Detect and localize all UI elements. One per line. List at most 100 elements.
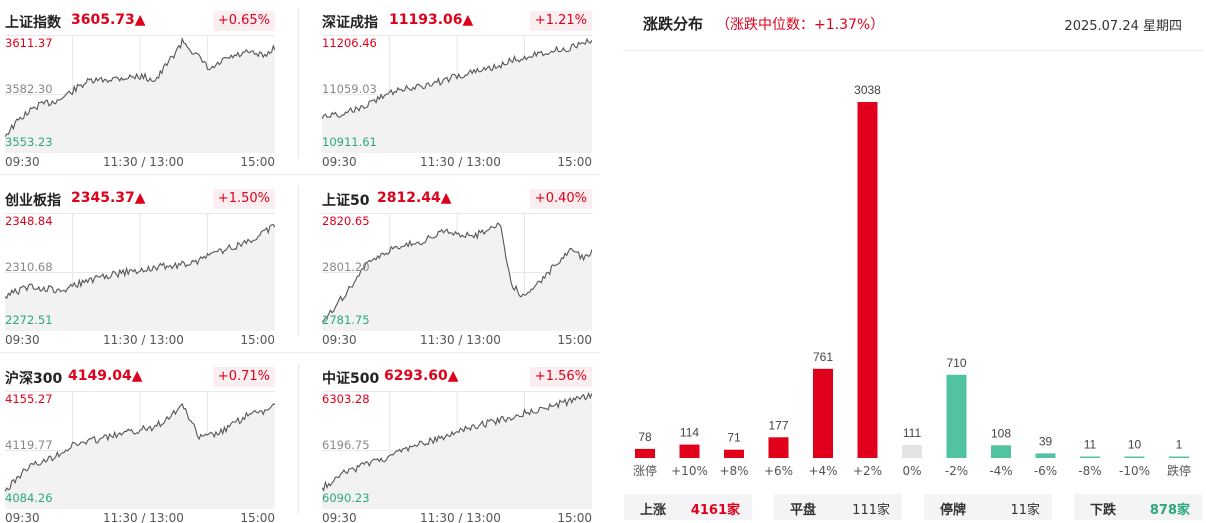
time-start-label: 09:30	[5, 333, 40, 347]
summary-value: 878家	[1149, 503, 1190, 518]
price-area	[5, 403, 275, 509]
index-card-hs300[interactable]: 沪深300 4149.04▲ +0.71% 4155.27 4119.77 40…	[5, 359, 275, 523]
bar-value-label: 177	[768, 418, 788, 432]
bar-value-label: 11	[1084, 438, 1097, 452]
time-mid-label: 11:30 / 13:00	[103, 333, 184, 347]
summary-flat[interactable]: 平盘 111家	[774, 494, 902, 520]
index-card-header: 创业板指 2345.37▲ +1.50%	[5, 181, 275, 211]
bar-value-label: 761	[813, 350, 833, 364]
index-name: 中证500	[322, 371, 380, 387]
summary-down[interactable]: 下跌 878家	[1074, 494, 1202, 520]
time-mid-label: 11:30 / 13:00	[103, 511, 184, 523]
range-mid-label: 2310.68	[5, 260, 53, 274]
index-card-cyb[interactable]: 创业板指 2345.37▲ +1.50% 2348.84 2310.68 227…	[5, 181, 275, 353]
summary-value: 111家	[852, 503, 890, 518]
time-start-label: 09:30	[5, 511, 40, 523]
intraday-chart[interactable]	[322, 391, 592, 509]
bar--6%[interactable]	[1035, 453, 1056, 458]
index-card-header: 上证50 2812.44▲ +0.40%	[322, 181, 592, 211]
index-value: 3605.73▲	[71, 12, 146, 28]
range-mid-label: 3582.30	[5, 82, 53, 96]
time-end-label: 15:00	[240, 155, 275, 169]
price-line	[322, 391, 592, 492]
time-end-label: 15:00	[240, 511, 275, 523]
bar-跌停[interactable]	[1169, 456, 1189, 459]
intraday-chart[interactable]	[5, 213, 275, 331]
index-card-sz[interactable]: 深证成指 11193.06▲ +1.21% 11206.46 11059.03 …	[322, 3, 592, 175]
grid-divider-vertical	[298, 364, 299, 514]
distribution-median: （涨跌中位数：+1.37%）	[716, 17, 885, 33]
index-name: 上证指数	[5, 15, 61, 31]
range-mid-label: 2801.20	[322, 260, 370, 274]
range-low-label: 2272.51	[5, 313, 53, 327]
range-mid-label: 6196.75	[322, 438, 370, 452]
bar-category-label: 涨停	[633, 463, 657, 478]
bar--2%[interactable]	[946, 374, 967, 458]
range-low-label: 2781.75	[322, 313, 370, 327]
bar--4%[interactable]	[991, 445, 1011, 458]
range-high-label: 2348.84	[5, 214, 53, 228]
index-card-sz50[interactable]: 上证50 2812.44▲ +0.40% 2820.65 2801.20 278…	[322, 181, 592, 353]
index-card-header: 上证指数 3605.73▲ +0.65%	[5, 3, 275, 33]
bar-0%[interactable]	[902, 445, 922, 458]
index-card-header: 中证500 6293.60▲ +1.56%	[322, 359, 592, 389]
time-start-label: 09:30	[322, 155, 357, 169]
intraday-chart[interactable]	[5, 391, 275, 509]
bar-+6%[interactable]	[768, 437, 789, 458]
price-line	[5, 223, 275, 300]
bar-category-label: +2%	[853, 464, 882, 478]
time-end-label: 15:00	[240, 333, 275, 347]
range-low-label: 4084.26	[5, 491, 53, 505]
bar--8%[interactable]	[1080, 456, 1100, 459]
time-mid-label: 11:30 / 13:00	[420, 155, 501, 169]
time-end-label: 15:00	[557, 155, 592, 169]
bar-+4%[interactable]	[813, 368, 833, 458]
index-change-badge: +0.40%	[529, 189, 592, 209]
price-line	[5, 36, 275, 138]
range-high-label: 3611.37	[5, 36, 53, 50]
bar-+2%[interactable]	[857, 102, 878, 458]
index-card-zz500[interactable]: 中证500 6293.60▲ +1.56% 6303.28 6196.75 60…	[322, 359, 592, 523]
index-name: 深证成指	[322, 15, 378, 31]
range-mid-label: 4119.77	[5, 438, 53, 452]
price-area	[5, 38, 275, 153]
bar-+10%[interactable]	[679, 444, 700, 458]
index-change-badge: +0.65%	[212, 11, 275, 31]
bar-category-label: 0%	[902, 464, 921, 478]
price-area	[322, 223, 592, 331]
bar-category-label: 跌停	[1167, 463, 1191, 478]
bar-value-label: 3038	[854, 83, 881, 97]
trade-date: 2025.07.24 星期四	[1064, 19, 1182, 34]
bar-涨停[interactable]	[635, 448, 655, 458]
bar-value-label: 1	[1176, 438, 1183, 452]
grid-divider-vertical	[298, 8, 299, 158]
intraday-chart[interactable]	[322, 213, 592, 331]
time-mid-label: 11:30 / 13:00	[420, 511, 501, 523]
price-area	[322, 393, 592, 509]
bar-category-label: -10%	[1119, 464, 1150, 478]
index-card-sh[interactable]: 上证指数 3605.73▲ +0.65% 3611.37 3582.30 355…	[5, 3, 275, 175]
grid-divider-horizontal	[0, 174, 600, 175]
index-change-badge: +0.71%	[212, 367, 275, 387]
index-card-header: 沪深300 4149.04▲ +0.71%	[5, 359, 275, 389]
range-high-label: 11206.46	[322, 36, 377, 50]
bar-value-label: 71	[727, 431, 741, 445]
bar-category-label: -2%	[945, 464, 968, 478]
bar-category-label: +8%	[719, 464, 748, 478]
bar-value-label: 39	[1039, 434, 1053, 448]
intraday-chart[interactable]	[5, 35, 275, 153]
summary-up[interactable]: 上涨 4161家	[624, 494, 752, 520]
range-high-label: 4155.27	[5, 392, 53, 406]
bar--10%[interactable]	[1124, 456, 1145, 459]
intraday-chart[interactable]	[322, 35, 592, 153]
time-mid-label: 11:30 / 13:00	[103, 155, 184, 169]
bar-+8%[interactable]	[724, 449, 744, 458]
range-low-label: 3553.23	[5, 135, 53, 149]
time-start-label: 09:30	[322, 511, 357, 523]
bar-category-label: -6%	[1034, 464, 1057, 478]
summary-suspended[interactable]: 停牌 11家	[924, 494, 1052, 520]
index-value: 6293.60▲	[384, 368, 459, 384]
bar-category-label: +6%	[764, 464, 793, 478]
grid-divider-vertical	[298, 186, 299, 336]
